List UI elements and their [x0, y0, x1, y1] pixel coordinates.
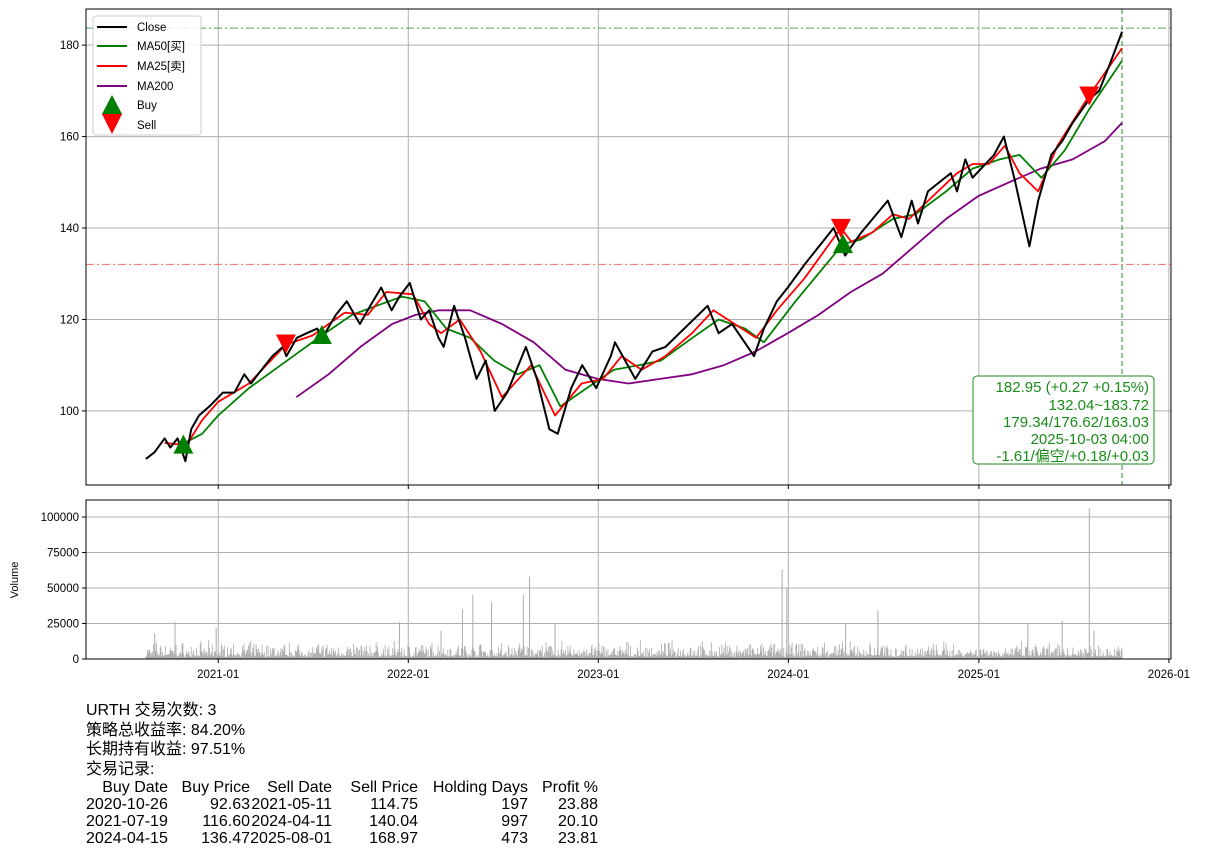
volume-panel-frame — [85, 499, 1172, 660]
header-buy-date: Buy Date — [102, 779, 168, 796]
axes: 100 120 140 160 180 0 25000 50000 75000 100000 202… — [41, 8, 1190, 681]
strategy-return: 策略总收益率: 84.20% — [86, 721, 246, 739]
sell-marker — [830, 218, 851, 238]
legend-sell-icon — [102, 114, 122, 134]
volume-tick-label: 75000 — [47, 548, 79, 560]
cell: 168.97 — [369, 830, 418, 847]
price-tick-label: 120 — [60, 314, 79, 326]
cell: 116.60 — [202, 813, 250, 830]
cell: 473 — [501, 830, 528, 847]
volume-tick-label: 50000 — [47, 583, 79, 595]
x-tick-label: 2026-01 — [1148, 669, 1190, 681]
cell: 2021-05-11 — [251, 796, 332, 813]
price-volume-chart: 100 120 140 160 180 0 25000 50000 75000 100000 202… — [9, 8, 1190, 681]
volume-grid — [86, 500, 1171, 660]
cell: 23.81 — [557, 830, 598, 847]
x-tick-label: 2023-01 — [577, 669, 619, 681]
volume-tick-label: 25000 — [47, 619, 79, 631]
info-box: 182.95 (+0.27 +0.15%) 132.04~183.72 179.… — [972, 375, 1155, 465]
info-range: 132.04~183.72 — [1048, 397, 1149, 414]
buy-marker — [833, 234, 854, 254]
buy-hold-return: 长期持有收益: 97.51% — [86, 741, 246, 758]
legend-close: Close — [137, 22, 166, 34]
price-tick-label: 160 — [60, 132, 79, 144]
header-sell-date: Sell Date — [267, 779, 332, 796]
info-ma-values: 179.34/176.62/163.03 — [1003, 414, 1149, 431]
price-grid — [86, 9, 1171, 485]
price-lines — [86, 9, 1171, 485]
volume-axis-label: Volume — [9, 562, 21, 599]
signal-markers — [173, 86, 1100, 454]
header-sell-price: Sell Price — [350, 779, 418, 796]
sell-marker — [1079, 86, 1100, 106]
info-price: 182.95 (+0.27 +0.15%) — [996, 379, 1149, 396]
legend-ma200: MA200 — [137, 81, 173, 93]
legend-buy-icon — [102, 95, 122, 114]
cell: 92.63 — [209, 796, 250, 813]
trade-log-title: 交易记录: — [86, 760, 155, 778]
cell: 20.10 — [557, 813, 598, 830]
cell: 23.88 — [557, 796, 598, 813]
header-holding-days: Holding Days — [432, 779, 528, 796]
ma200-line — [295, 122, 1123, 398]
info-datetime: 2025-10-03 04:00 — [1031, 431, 1149, 448]
volume-tick-label: 100000 — [41, 512, 79, 524]
legend: Close MA50[买] MA25[卖] MA200 Buy Sell — [92, 15, 202, 136]
cell: 2020-10-26 — [86, 796, 168, 813]
x-tick-label: 2021-01 — [197, 669, 239, 681]
cell: 197 — [501, 796, 528, 813]
cell: 2021-07-19 — [86, 813, 168, 830]
legend-buy: Buy — [137, 100, 157, 112]
cell: 2024-04-15 — [86, 830, 168, 847]
price-panel-frame — [85, 8, 1172, 486]
price-tick-label: 100 — [60, 406, 79, 418]
volume-tick-label: 0 — [73, 654, 79, 666]
sell-marker — [275, 334, 296, 354]
price-tick-label: 140 — [60, 223, 79, 235]
cell: 2025-08-01 — [250, 830, 332, 847]
info-indicators: -1.61/偏空/+0.18/+0.03 — [996, 448, 1149, 465]
ma25-line — [164, 47, 1123, 447]
trade-summary: URTH 交易次数: 3 策略总收益率: 84.20% 长期持有收益: 97.5… — [86, 701, 598, 847]
price-tick-label: 180 — [60, 40, 79, 52]
table-row: 2021-07-19 116.60 2024-04-11 140.04 997 20.10 — [86, 813, 598, 830]
cell: 114.75 — [370, 796, 418, 813]
x-tick-label: 2022-01 — [387, 669, 429, 681]
close-line — [145, 31, 1124, 463]
trade-table-header: Buy Date Buy Price Sell Date Sell Price … — [86, 779, 598, 796]
legend-ma50: MA50[买] — [137, 40, 185, 53]
x-tick-label: 2024-01 — [767, 669, 809, 681]
trade-table: Buy Date Buy Price Sell Date Sell Price … — [86, 779, 598, 847]
buy-marker — [311, 325, 332, 345]
legend-sell: Sell — [137, 120, 156, 132]
cell: 140.04 — [369, 813, 418, 830]
cell: 2024-04-11 — [251, 813, 332, 830]
x-tick-label: 2025-01 — [958, 669, 1000, 681]
cell: 136.47 — [201, 830, 250, 847]
buy-marker — [173, 434, 194, 454]
header-profit: Profit % — [541, 779, 598, 796]
ma50-line — [179, 60, 1123, 446]
volume-bars — [145, 508, 1123, 659]
header-buy-price: Buy Price — [181, 779, 250, 796]
legend-ma25: MA25[卖] — [137, 60, 185, 73]
cell: 997 — [501, 813, 528, 830]
table-row: 2020-10-26 92.63 2021-05-11 114.75 197 23.88 — [86, 796, 598, 813]
table-row: 2024-04-15 136.47 2025-08-01 168.97 473 23.81 — [86, 830, 598, 847]
trade-count: URTH 交易次数: 3 — [86, 702, 217, 719]
